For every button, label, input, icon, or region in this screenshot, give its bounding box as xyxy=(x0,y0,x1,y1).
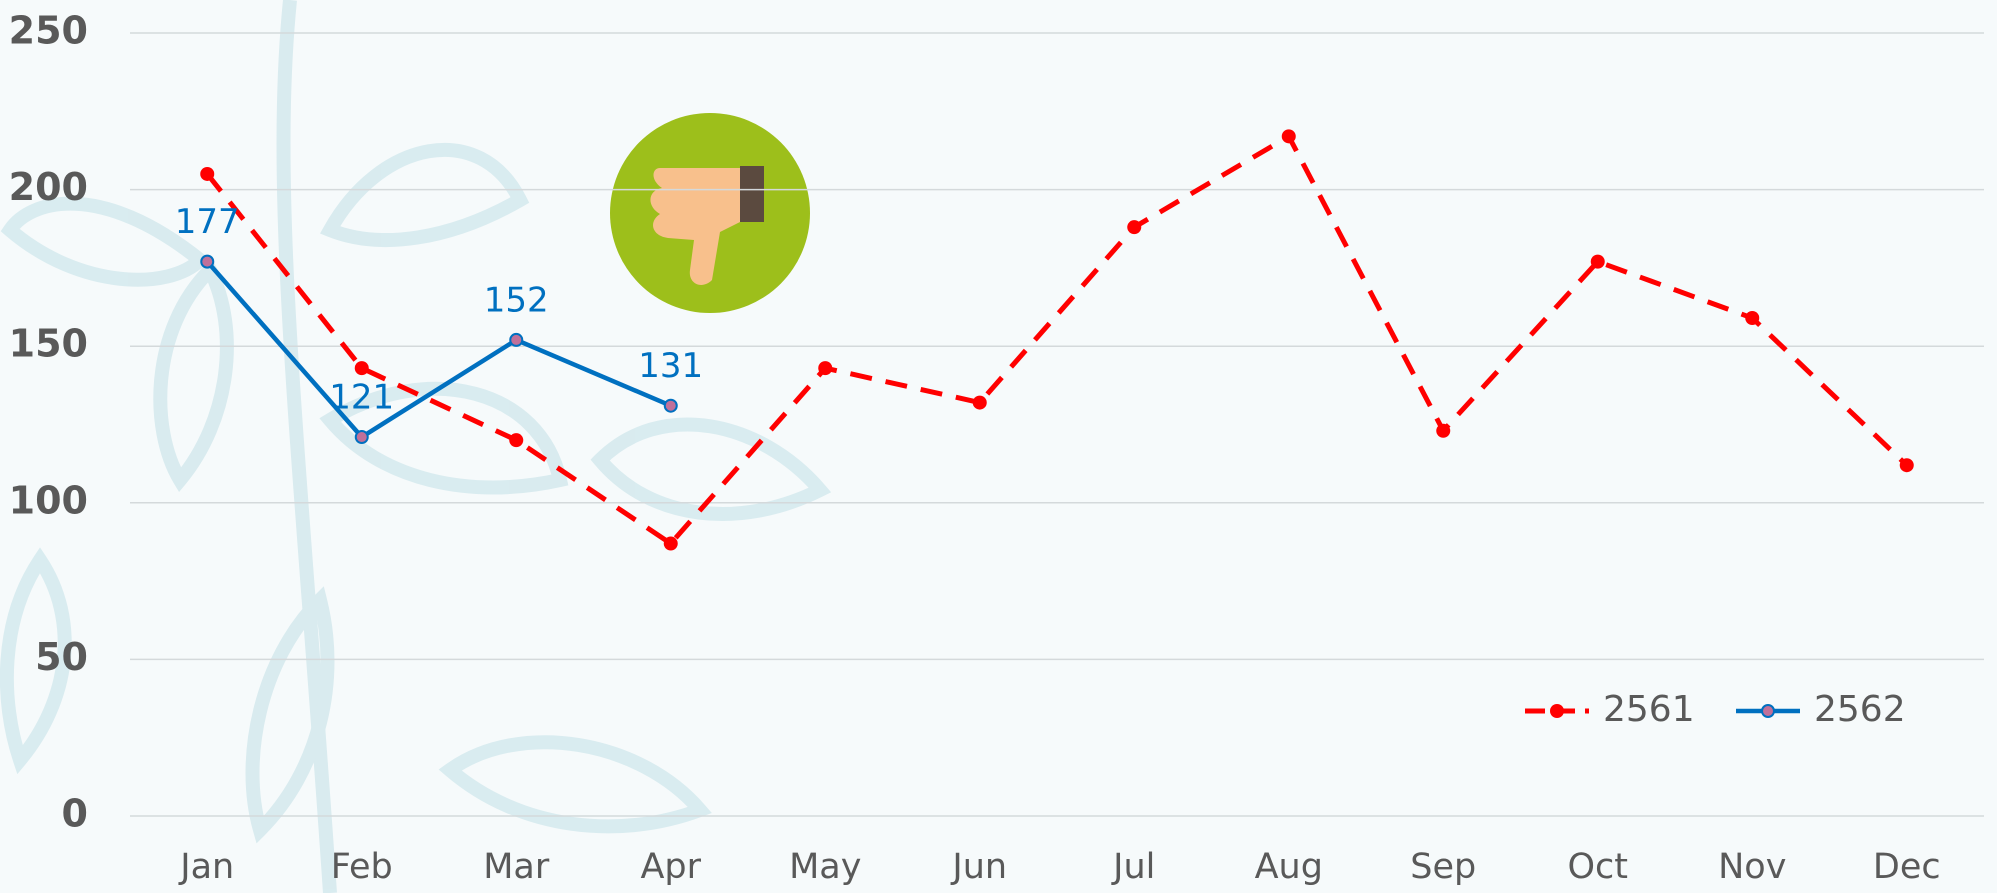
data-label: 121 xyxy=(329,378,394,418)
data-point xyxy=(1900,458,1914,472)
data-label: 152 xyxy=(484,280,549,320)
x-tick-label: Jun xyxy=(950,847,1007,887)
legend-marker xyxy=(1762,705,1774,717)
x-tick-label: May xyxy=(789,847,861,887)
data-point xyxy=(818,361,832,375)
data-point xyxy=(1745,311,1759,325)
data-label: 177 xyxy=(175,202,240,242)
data-point xyxy=(510,334,522,346)
data-point xyxy=(664,537,678,551)
data-point xyxy=(356,431,368,443)
y-tick-label: 150 xyxy=(9,322,88,366)
legend-marker xyxy=(1550,704,1564,718)
y-tick-label: 100 xyxy=(9,478,88,522)
thumbs-down-icon xyxy=(610,113,810,313)
y-tick-label: 50 xyxy=(35,635,88,679)
chart: 0 50 100 150 200 250 Jan Feb Mar Apr May Jun Jul Aug S… xyxy=(0,0,1997,893)
x-tick-label: Sep xyxy=(1410,847,1476,887)
y-tick-label: 200 xyxy=(9,165,88,209)
data-label: 131 xyxy=(638,346,703,386)
legend-label: 2562 xyxy=(1814,689,1906,730)
x-tick-label: Nov xyxy=(1718,847,1786,887)
x-tick-label: Jul xyxy=(1111,847,1155,887)
x-tick-label: Jan xyxy=(178,847,234,887)
legend-label: 2561 xyxy=(1603,689,1695,730)
y-tick-label: 250 xyxy=(9,9,88,53)
data-point xyxy=(1591,255,1605,269)
x-tick-label: Oct xyxy=(1567,847,1628,887)
data-point xyxy=(665,400,677,412)
data-point xyxy=(509,433,523,447)
data-point xyxy=(355,361,369,375)
data-point xyxy=(1282,129,1296,143)
x-tick-label: Feb xyxy=(331,847,393,887)
data-point xyxy=(1436,424,1450,438)
data-point xyxy=(200,167,214,181)
data-point xyxy=(1127,220,1141,234)
y-tick-label: 0 xyxy=(62,792,88,836)
x-tick-label: Dec xyxy=(1873,847,1941,887)
data-point xyxy=(201,256,213,268)
x-tick-label: Aug xyxy=(1255,847,1323,887)
x-tick-label: Mar xyxy=(483,847,550,887)
x-tick-label: Apr xyxy=(640,847,701,887)
data-point xyxy=(973,396,987,410)
